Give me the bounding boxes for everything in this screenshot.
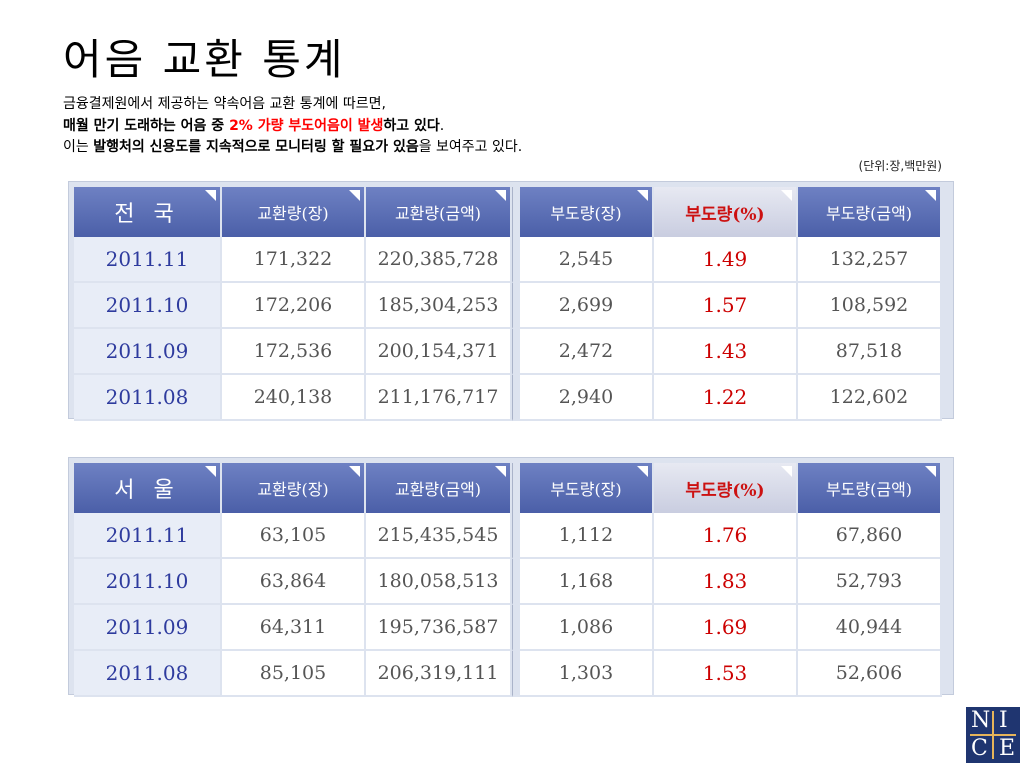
seoul-stats-table: 서 울 교환량(장) 교환량(금액) 부도량(장) 부도량(%) 부도량(금액)… [74, 463, 942, 697]
header-default-amount: 부도량(금액) [798, 463, 942, 513]
region-header: 전 국 [74, 187, 222, 237]
exchange-amount-cell: 220,385,728 [366, 237, 512, 283]
national-stats-table: 전 국 교환량(장) 교환량(금액) 부도량(장) 부도량(%) 부도량(금액)… [74, 187, 942, 421]
default-count-cell: 1,303 [520, 651, 654, 697]
logo-letter-c: C [971, 736, 988, 761]
column-divider [512, 651, 520, 697]
table-row: 2011.10 63,864 180,058,513 1,168 1.83 52… [74, 559, 942, 605]
logo-letter-e: E [999, 736, 1016, 761]
header-default-rate: 부도량(%) [654, 187, 798, 237]
default-amount-cell: 122,602 [798, 375, 942, 421]
default-rate-cell: 1.69 [654, 605, 798, 651]
table-row: 2011.08 85,105 206,319,111 1,303 1.53 52… [74, 651, 942, 697]
row-date: 2011.08 [74, 651, 222, 697]
table-row: 2011.09 64,311 195,736,587 1,086 1.69 40… [74, 605, 942, 651]
national-table-panel: 전 국 교환량(장) 교환량(금액) 부도량(장) 부도량(%) 부도량(금액)… [68, 181, 954, 421]
row-date: 2011.10 [74, 283, 222, 329]
default-amount-cell: 67,860 [798, 513, 942, 559]
table-row: 2011.11 171,322 220,385,728 2,545 1.49 1… [74, 237, 942, 283]
row-date: 2011.11 [74, 513, 222, 559]
default-count-cell: 1,086 [520, 605, 654, 651]
intro-line-2: 매월 만기 도래하는 어음 중 2% 가량 부도어음이 발생하고 있다. [63, 117, 445, 134]
row-date: 2011.09 [74, 605, 222, 651]
exchange-amount-cell: 206,319,111 [366, 651, 512, 697]
default-count-cell: 1,168 [520, 559, 654, 605]
default-count-cell: 2,472 [520, 329, 654, 375]
default-rate-cell: 1.49 [654, 237, 798, 283]
row-date: 2011.08 [74, 375, 222, 421]
intro-line-1: 금융결제원에서 제공하는 약속어음 교환 통계에 따르면, [63, 96, 386, 112]
default-count-cell: 2,940 [520, 375, 654, 421]
logo-cross-horizontal [970, 734, 1016, 736]
exchange-count-cell: 85,105 [222, 651, 366, 697]
default-amount-cell: 52,606 [798, 651, 942, 697]
exchange-count-cell: 240,138 [222, 375, 366, 421]
column-divider [512, 187, 520, 237]
default-amount-cell: 108,592 [798, 283, 942, 329]
header-default-rate: 부도량(%) [654, 463, 798, 513]
nice-logo: N I C E [966, 707, 1020, 763]
header-default-count: 부도량(장) [520, 187, 654, 237]
default-amount-cell: 132,257 [798, 237, 942, 283]
table-row: 2011.08 240,138 211,176,717 2,940 1.22 1… [74, 375, 942, 421]
row-date: 2011.10 [74, 559, 222, 605]
intro-text: 금융결제원에서 제공하는 약속어음 교환 통계에 따르면, 매월 만기 도래하는… [63, 94, 522, 159]
page-title: 어음 교환 통계 [63, 35, 346, 84]
default-count-cell: 1,112 [520, 513, 654, 559]
header-default-amount: 부도량(금액) [798, 187, 942, 237]
exchange-amount-cell: 195,736,587 [366, 605, 512, 651]
table-header-row: 전 국 교환량(장) 교환량(금액) 부도량(장) 부도량(%) 부도량(금액) [74, 187, 942, 237]
default-rate-cell: 1.43 [654, 329, 798, 375]
column-divider [512, 559, 520, 605]
table-row: 2011.09 172,536 200,154,371 2,472 1.43 8… [74, 329, 942, 375]
exchange-amount-cell: 200,154,371 [366, 329, 512, 375]
table-row: 2011.11 63,105 215,435,545 1,112 1.76 67… [74, 513, 942, 559]
header-exchange-amount: 교환량(금액) [366, 187, 512, 237]
exchange-count-cell: 64,311 [222, 605, 366, 651]
exchange-count-cell: 172,536 [222, 329, 366, 375]
column-divider [512, 375, 520, 421]
exchange-count-cell: 63,105 [222, 513, 366, 559]
default-count-cell: 2,699 [520, 283, 654, 329]
row-date: 2011.11 [74, 237, 222, 283]
seoul-table-panel: 서 울 교환량(장) 교환량(금액) 부도량(장) 부도량(%) 부도량(금액)… [68, 457, 954, 697]
header-default-count: 부도량(장) [520, 463, 654, 513]
unit-note: (단위:장,백만원) [858, 159, 942, 173]
column-divider [512, 463, 520, 513]
region-header: 서 울 [74, 463, 222, 513]
header-exchange-amount: 교환량(금액) [366, 463, 512, 513]
default-count-cell: 2,545 [520, 237, 654, 283]
default-rate-cell: 1.57 [654, 283, 798, 329]
column-divider [512, 237, 520, 283]
default-amount-cell: 87,518 [798, 329, 942, 375]
exchange-amount-cell: 215,435,545 [366, 513, 512, 559]
row-date: 2011.09 [74, 329, 222, 375]
header-exchange-count: 교환량(장) [222, 463, 366, 513]
default-amount-cell: 40,944 [798, 605, 942, 651]
column-divider [512, 605, 520, 651]
column-divider [512, 283, 520, 329]
intro-line-3: 이는 발행처의 신용도를 지속적으로 모니터링 할 필요가 있음을 보여주고 있… [63, 139, 523, 155]
header-exchange-count: 교환량(장) [222, 187, 366, 237]
table-header-row: 서 울 교환량(장) 교환량(금액) 부도량(장) 부도량(%) 부도량(금액) [74, 463, 942, 513]
default-rate-cell: 1.83 [654, 559, 798, 605]
default-amount-cell: 52,793 [798, 559, 942, 605]
exchange-count-cell: 172,206 [222, 283, 366, 329]
logo-letter-n: N [971, 708, 991, 733]
exchange-amount-cell: 180,058,513 [366, 559, 512, 605]
exchange-amount-cell: 211,176,717 [366, 375, 512, 421]
exchange-amount-cell: 185,304,253 [366, 283, 512, 329]
table-row: 2011.10 172,206 185,304,253 2,699 1.57 1… [74, 283, 942, 329]
default-rate-cell: 1.76 [654, 513, 798, 559]
default-rate-cell: 1.22 [654, 375, 798, 421]
exchange-count-cell: 63,864 [222, 559, 366, 605]
logo-letter-i: I [999, 708, 1008, 733]
column-divider [512, 513, 520, 559]
column-divider [512, 329, 520, 375]
exchange-count-cell: 171,322 [222, 237, 366, 283]
default-rate-cell: 1.53 [654, 651, 798, 697]
